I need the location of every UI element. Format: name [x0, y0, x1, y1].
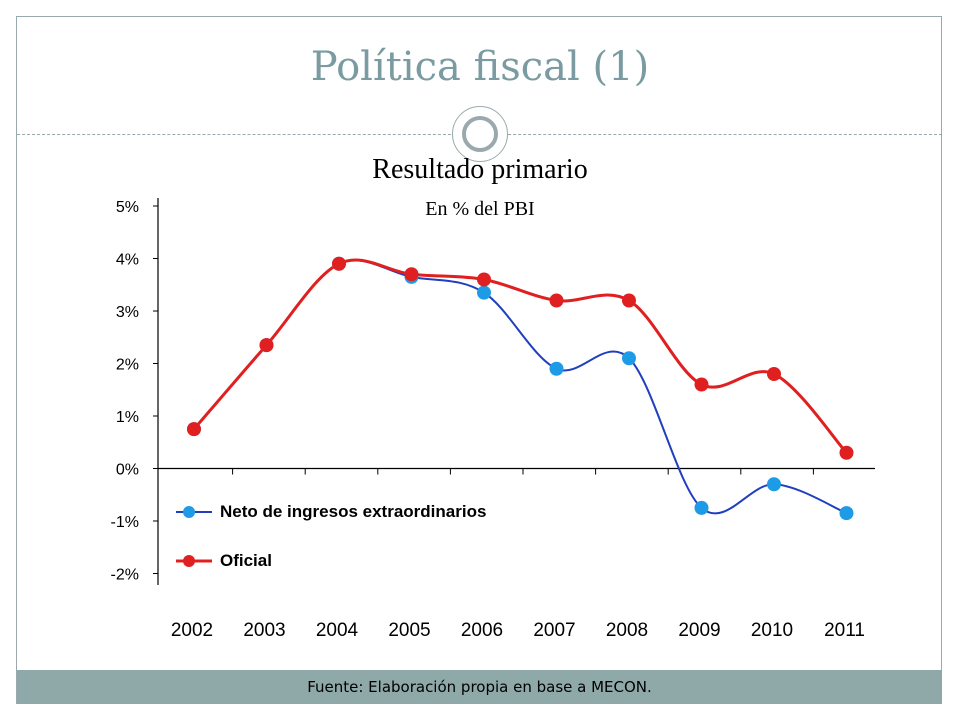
legend-label: Oficial — [220, 551, 272, 570]
data-point-neto — [622, 351, 636, 366]
x-tick-label: 2006 — [461, 620, 503, 641]
y-tick-label: 2% — [116, 357, 139, 374]
legend-marker — [183, 506, 195, 518]
x-tick-label: 2004 — [316, 620, 359, 641]
x-tick-label: 2009 — [678, 620, 720, 641]
y-tick-label: 4% — [116, 252, 139, 269]
data-point-oficial — [549, 293, 564, 308]
y-tick-label: 3% — [116, 304, 139, 321]
data-point-oficial — [622, 293, 636, 308]
y-tick-label: 1% — [116, 409, 139, 426]
decorative-ring-icon — [462, 116, 498, 152]
data-point-neto — [549, 361, 564, 376]
legend-label: Neto de ingresos extraordinarios — [220, 502, 486, 521]
series-line-oficial — [192, 258, 848, 454]
data-point-neto — [477, 285, 491, 300]
data-point-neto — [839, 506, 854, 521]
data-point-neto — [694, 500, 709, 515]
data-point-neto — [767, 477, 781, 492]
y-tick-label: 0% — [116, 462, 139, 479]
y-tick-label: -2% — [111, 567, 139, 584]
y-tick-label: -1% — [111, 514, 139, 531]
data-point-oficial — [477, 272, 491, 287]
line-chart: 5% 4% 3% 2% 1% 0% -1% -2% 2002 2003 2004 2005 2006 20… — [111, 198, 875, 641]
data-point-oficial — [839, 445, 854, 460]
data-point-oficial — [187, 422, 201, 437]
data-point-oficial — [404, 267, 419, 282]
data-point-oficial — [767, 367, 781, 381]
legend-marker — [183, 555, 195, 567]
chart-title: Resultado primario — [372, 154, 588, 185]
footer-source: Fuente: Elaboración propia en base a MEC… — [17, 670, 942, 704]
slide-title: Política fiscal (1) — [310, 44, 650, 90]
x-tick-label: 2002 — [171, 620, 213, 641]
chart-subtitle: En % del PBI — [425, 198, 535, 220]
x-tick-label: 2005 — [388, 620, 430, 641]
x-tick-label: 2011 — [824, 620, 865, 641]
x-tick-label: 2008 — [606, 620, 648, 641]
x-tick-label: 2007 — [533, 620, 575, 641]
x-tick-label: 2010 — [751, 620, 793, 641]
y-tick-label: 5% — [116, 199, 139, 216]
data-point-oficial — [332, 256, 346, 271]
data-point-oficial — [259, 338, 274, 353]
series-line-neto — [193, 259, 847, 515]
x-tick-label: 2003 — [243, 620, 285, 641]
data-point-oficial — [694, 377, 709, 392]
